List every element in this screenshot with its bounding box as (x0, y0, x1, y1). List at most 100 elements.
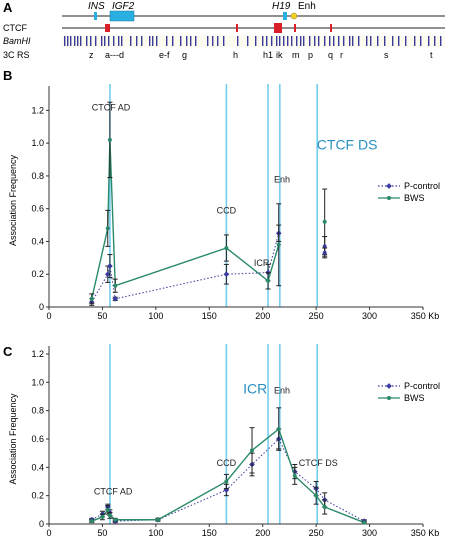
bamhi-site-tick (74, 36, 76, 46)
y-tick-label: 0.4 (31, 462, 44, 472)
bamhi-site-tick (329, 36, 331, 46)
bamhi-site-tick (186, 36, 188, 46)
gene-label-h19: H19 (272, 1, 291, 12)
bamhi-site-tick (237, 36, 239, 46)
bamhi-site-tick (156, 36, 158, 46)
y-tick-label: 0.6 (31, 204, 44, 214)
legend-marker (387, 196, 391, 200)
bamhi-site-tick (338, 36, 340, 46)
annotation-label: CCD (217, 458, 237, 468)
x-tick-label: 0 (46, 311, 51, 321)
data-point-bws (276, 427, 281, 432)
gene-label-enh: Enh (298, 1, 316, 12)
bamhi-site-tick (190, 36, 192, 46)
x-unit-label: 350 Kb (411, 311, 440, 321)
bamhi-site-tick (392, 36, 394, 46)
bamhi-site-tick (428, 36, 430, 46)
x-tick-label: 50 (97, 528, 107, 536)
bamhi-site-tick (118, 36, 120, 46)
x-tick-label: 250 (309, 311, 324, 321)
ctcf-site (236, 24, 238, 32)
bamhi-site-tick (108, 36, 110, 46)
bamhi-site-tick (217, 36, 219, 46)
data-point-bws (224, 479, 229, 484)
ctcf-row-label: CTCF (3, 23, 27, 33)
bamhi-site-tick (130, 36, 132, 46)
rs-label-ik: ik (276, 50, 283, 60)
x-tick-label: 200 (255, 528, 270, 536)
legend-marker (387, 396, 391, 400)
y-tick-label: 0.2 (31, 491, 44, 501)
y-tick-label: 0.2 (31, 269, 44, 279)
panel-b-chart: B 0 50 100 150 200 250 300 350 Kb 0 0.2 0.4 0.6 0.8 1.… (3, 68, 440, 321)
x-tick-label: 150 (202, 311, 217, 321)
bamhi-row-label: BamHI (3, 36, 31, 46)
bamhi-site-tick (262, 36, 264, 46)
x-tick-label: 50 (97, 311, 107, 321)
bamhi-site-tick (113, 36, 115, 46)
bamhi-site-tick (405, 36, 407, 46)
data-point-bws (362, 520, 367, 525)
data-point-p-control (107, 263, 113, 269)
panel-letter: C (3, 344, 13, 359)
data-point (322, 250, 327, 255)
bamhi-site-tick (279, 36, 281, 46)
x-tick-label: 150 (202, 528, 217, 536)
y-tick-label: 0.4 (31, 236, 44, 246)
data-point (322, 219, 327, 224)
y-tick-label: 1.2 (31, 105, 44, 115)
data-point-bws (276, 242, 281, 247)
bamhi-site-tick (86, 36, 88, 46)
rs-label-t: t (430, 50, 433, 60)
bamhi-site-tick (318, 36, 320, 46)
bamhi-site-tick (300, 36, 302, 46)
annotation-label: ICR (254, 258, 270, 268)
gene-label-ins: INS (88, 1, 105, 12)
annotation-label: CTCF DS (317, 137, 378, 153)
rs-label-h: h (233, 50, 238, 60)
annotation-label: CTCF AD (92, 102, 131, 112)
x-tick-label: 0 (46, 528, 51, 536)
gene-label-igf2: IGF2 (112, 1, 135, 12)
x-tick-label: 100 (148, 311, 163, 321)
ctcf-site (330, 24, 332, 32)
x-tick-label: 250 (309, 528, 324, 536)
rs-row-label: 3C RS (3, 50, 30, 60)
data-point-bws (89, 296, 94, 301)
panel-letter: B (3, 68, 12, 83)
bamhi-site-tick (434, 36, 436, 46)
rs-label-r: r (340, 50, 343, 60)
bamhi-site-tick (149, 36, 151, 46)
bamhi-site-tick (90, 36, 92, 46)
bamhi-site-tick (212, 36, 214, 46)
ctcf-site (274, 23, 282, 33)
series-line-bws (91, 139, 280, 299)
bamhi-site-tick (64, 36, 66, 46)
bamhi-site-tick (287, 36, 289, 46)
ins-gene-box (94, 12, 97, 20)
bamhi-site-tick (271, 36, 273, 46)
legend-label: BWS (404, 393, 425, 403)
bamhi-site-tick (195, 36, 197, 46)
ctcf-site (294, 24, 296, 32)
legend-label: P-control (404, 381, 440, 391)
y-tick-label: 0 (39, 302, 44, 312)
y-tick-label: 0.8 (31, 171, 44, 181)
x-unit-label: 350 Kb (411, 528, 440, 536)
data-point-bws (250, 448, 255, 453)
data-point-bws (107, 137, 112, 142)
annotation-label: Enh (274, 174, 290, 184)
data-point-p-control (223, 271, 230, 278)
data-point-bws (113, 283, 118, 288)
data-point-bws (113, 517, 118, 522)
y-tick-label: 1.0 (31, 138, 44, 148)
data-point-bws (100, 514, 105, 519)
rs-label-g: g (182, 50, 187, 60)
annotation-label: ICR (243, 381, 267, 397)
bamhi-site-tick (166, 36, 168, 46)
rs-label-a-d: a---d (105, 50, 124, 60)
data-point-bws (107, 513, 112, 518)
rs-label-m: m (292, 50, 300, 60)
bamhi-site-tick (333, 36, 335, 46)
series-line-bws (91, 427, 365, 524)
